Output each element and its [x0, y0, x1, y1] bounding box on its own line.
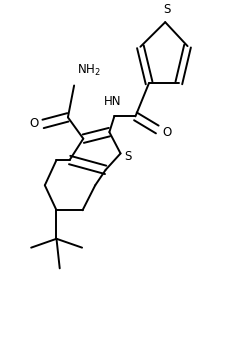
- Text: NH$_2$: NH$_2$: [76, 63, 100, 78]
- Text: O: O: [29, 117, 38, 130]
- Text: S: S: [124, 150, 131, 162]
- Text: O: O: [162, 126, 171, 139]
- Text: HN: HN: [104, 95, 121, 108]
- Text: S: S: [162, 3, 170, 16]
